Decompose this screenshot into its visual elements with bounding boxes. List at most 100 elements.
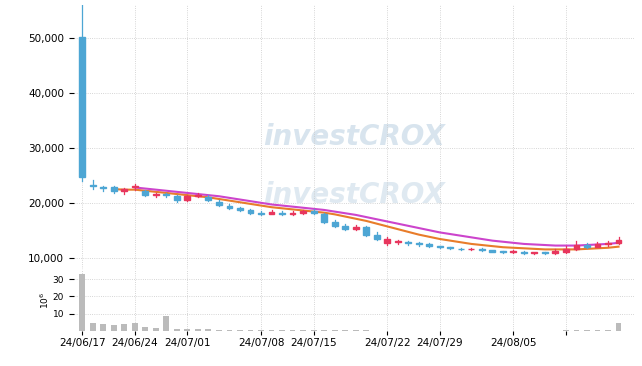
- Text: investCROX: investCROX: [263, 181, 445, 209]
- Bar: [121, 324, 127, 331]
- Bar: [510, 251, 516, 252]
- Bar: [342, 330, 348, 331]
- Bar: [80, 37, 85, 176]
- Bar: [584, 330, 590, 331]
- Bar: [111, 325, 117, 331]
- Bar: [458, 330, 464, 331]
- Bar: [605, 330, 611, 331]
- Text: investCROX: investCROX: [263, 123, 445, 151]
- Bar: [616, 239, 621, 243]
- Bar: [111, 187, 117, 191]
- Bar: [90, 324, 96, 331]
- Bar: [426, 244, 432, 246]
- Bar: [132, 322, 138, 331]
- Bar: [416, 330, 422, 331]
- Bar: [363, 227, 369, 235]
- Bar: [164, 317, 169, 331]
- Bar: [121, 189, 127, 191]
- Bar: [248, 330, 254, 331]
- Bar: [489, 250, 495, 251]
- Bar: [510, 330, 516, 331]
- Bar: [447, 247, 453, 248]
- Bar: [594, 244, 600, 247]
- Bar: [573, 245, 580, 249]
- Bar: [521, 330, 527, 331]
- Bar: [342, 226, 348, 229]
- Bar: [594, 330, 600, 331]
- Bar: [405, 330, 411, 331]
- Bar: [153, 194, 159, 195]
- Bar: [532, 252, 537, 253]
- Bar: [195, 195, 201, 196]
- Bar: [258, 213, 264, 214]
- Bar: [205, 329, 211, 331]
- Bar: [542, 252, 548, 253]
- Bar: [553, 330, 559, 331]
- Bar: [90, 185, 96, 186]
- Bar: [532, 330, 537, 331]
- Bar: [385, 330, 390, 331]
- Bar: [290, 213, 295, 214]
- Bar: [416, 243, 422, 244]
- Bar: [489, 330, 495, 331]
- Bar: [100, 324, 106, 331]
- Bar: [300, 330, 306, 331]
- Bar: [143, 191, 148, 195]
- Y-axis label: $10^6$: $10^6$: [39, 291, 51, 309]
- Bar: [195, 329, 201, 331]
- Bar: [500, 330, 506, 331]
- Bar: [385, 239, 390, 243]
- Bar: [227, 206, 232, 208]
- Bar: [311, 211, 317, 213]
- Bar: [563, 330, 569, 331]
- Bar: [447, 330, 453, 331]
- Bar: [174, 196, 180, 199]
- Bar: [553, 251, 559, 253]
- Bar: [469, 330, 474, 331]
- Bar: [405, 242, 411, 243]
- Bar: [184, 196, 190, 199]
- Bar: [216, 330, 222, 331]
- Bar: [374, 235, 379, 239]
- Bar: [332, 222, 338, 226]
- Bar: [174, 329, 180, 331]
- Bar: [80, 274, 85, 331]
- Bar: [352, 330, 359, 331]
- Bar: [184, 329, 190, 331]
- Bar: [374, 330, 379, 331]
- Bar: [616, 324, 621, 331]
- Bar: [237, 208, 243, 210]
- Bar: [205, 197, 211, 199]
- Bar: [279, 213, 285, 214]
- Bar: [584, 245, 590, 247]
- Bar: [321, 330, 327, 331]
- Bar: [258, 330, 264, 331]
- Bar: [300, 211, 306, 213]
- Bar: [479, 330, 485, 331]
- Bar: [521, 252, 527, 253]
- Bar: [216, 202, 222, 205]
- Bar: [363, 330, 369, 331]
- Bar: [268, 212, 275, 214]
- Bar: [227, 330, 232, 331]
- Bar: [542, 330, 548, 331]
- Bar: [164, 194, 169, 195]
- Bar: [437, 246, 443, 247]
- Bar: [437, 330, 443, 331]
- Bar: [100, 187, 106, 188]
- Bar: [279, 330, 285, 331]
- Bar: [563, 249, 569, 252]
- Bar: [248, 210, 254, 213]
- Bar: [426, 330, 432, 331]
- Bar: [605, 243, 611, 244]
- Bar: [237, 330, 243, 331]
- Bar: [352, 227, 359, 229]
- Bar: [268, 330, 275, 331]
- Bar: [311, 330, 317, 331]
- Bar: [290, 330, 295, 331]
- Bar: [479, 249, 485, 250]
- Bar: [500, 251, 506, 252]
- Bar: [395, 330, 401, 331]
- Bar: [132, 186, 138, 187]
- Bar: [143, 327, 148, 331]
